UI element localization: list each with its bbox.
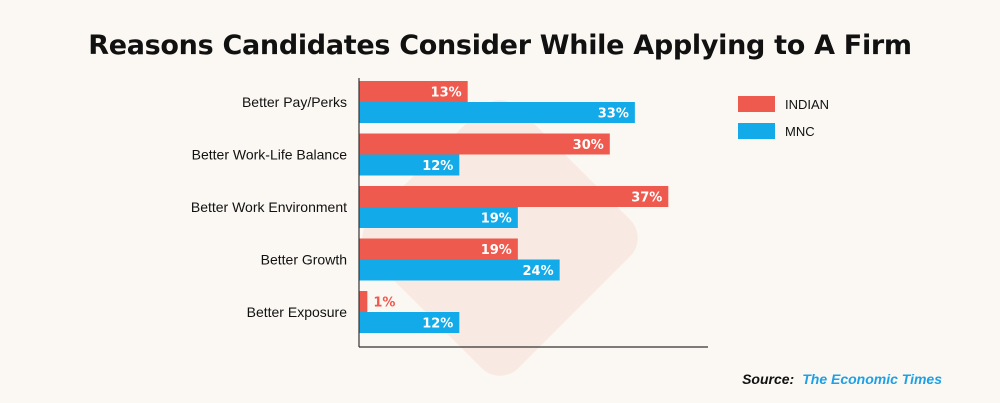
value-label-mnc-better-work-life-balance: 12% [422, 159, 453, 174]
bar-mnc-better-work-environment [359, 207, 518, 228]
value-label-indian-better-growth: 19% [481, 243, 512, 258]
value-label-mnc-better-growth: 24% [523, 264, 554, 279]
chart-title: Reasons Candidates Consider While Applyi… [88, 30, 912, 61]
source-note: Source: The Economic Times [742, 371, 942, 387]
legend-swatch-indian [738, 96, 775, 112]
category-label-better-growth: Better Growth [261, 252, 347, 268]
legend: INDIAN MNC [738, 96, 829, 139]
bar-indian-better-growth [359, 238, 518, 260]
source-value: The Economic Times [802, 371, 942, 387]
bar-mnc-better-work-life-balance [359, 154, 460, 176]
value-label-indian-better-pay-perks: 13% [431, 86, 462, 101]
category-label-better-pay-perks: Better Pay/Perks [242, 94, 347, 110]
value-label-indian-better-work-life-balance: 30% [573, 138, 604, 153]
category-label-better-work-life-balance: Better Work-Life Balance [192, 147, 348, 163]
bar-indian-better-pay-perks [359, 81, 468, 102]
bar-indian-better-work-environment [359, 186, 669, 207]
legend-label-indian: INDIAN [785, 97, 829, 112]
value-label-mnc-better-exposure: 12% [422, 317, 453, 332]
legend-label-mnc: MNC [785, 124, 815, 139]
bar-mnc-better-pay-perks [359, 102, 635, 123]
bar-indian-better-work-life-balance [359, 133, 610, 155]
bar-mnc-better-exposure [359, 312, 460, 333]
bar-indian-better-exposure [359, 291, 368, 312]
legend-swatch-mnc [738, 123, 775, 139]
value-label-mnc-better-work-environment: 19% [481, 212, 512, 227]
value-label-mnc-better-pay-perks: 33% [598, 107, 629, 122]
category-label-better-work-environment: Better Work Environment [191, 199, 347, 215]
category-label-better-exposure: Better Exposure [247, 304, 348, 320]
value-label-indian-better-work-environment: 37% [631, 191, 662, 206]
source-label: Source: [742, 371, 795, 387]
value-label-indian-better-exposure: 1% [373, 296, 395, 311]
bar-mnc-better-growth [359, 259, 560, 281]
